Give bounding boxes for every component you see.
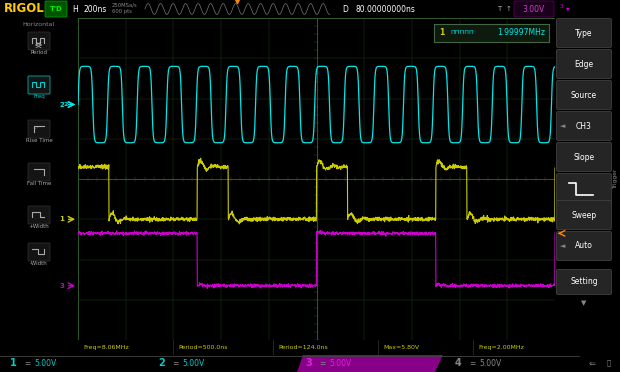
Text: RIGOL: RIGOL [4, 3, 45, 16]
Text: 5.00V: 5.00V [182, 359, 204, 368]
FancyBboxPatch shape [557, 173, 611, 202]
Text: ◄: ◄ [560, 123, 565, 129]
Text: Period: Period [30, 50, 48, 55]
Text: Source: Source [571, 90, 597, 99]
Text: =: = [24, 359, 30, 368]
FancyBboxPatch shape [557, 269, 611, 295]
FancyBboxPatch shape [557, 112, 611, 141]
Text: Freq=8.06MHz: Freq=8.06MHz [83, 345, 129, 350]
FancyBboxPatch shape [45, 1, 67, 17]
Text: 1: 1 [10, 358, 17, 368]
Text: Freq: Freq [33, 94, 45, 99]
Text: 3.00V: 3.00V [523, 4, 545, 13]
FancyBboxPatch shape [28, 163, 50, 181]
Text: ΠΠΠΠΠ: ΠΠΠΠΠ [450, 30, 474, 35]
Text: =: = [469, 359, 476, 368]
Text: Setting: Setting [570, 278, 598, 286]
Text: =: = [172, 359, 179, 368]
FancyBboxPatch shape [557, 142, 611, 171]
Text: CH3: CH3 [576, 122, 592, 131]
FancyBboxPatch shape [28, 243, 50, 261]
Text: 4: 4 [455, 358, 462, 368]
Text: Auto: Auto [575, 241, 593, 250]
Text: 5.00V: 5.00V [34, 359, 56, 368]
Text: Trigger: Trigger [614, 169, 619, 189]
Text: 2: 2 [64, 102, 68, 107]
Text: Slope: Slope [574, 153, 595, 161]
Text: ▼: ▼ [566, 6, 570, 12]
Text: 1: 1 [439, 28, 444, 37]
Text: 1: 1 [60, 216, 64, 222]
Text: H: H [72, 4, 78, 13]
Text: Fall Time: Fall Time [27, 181, 51, 186]
Text: 200ns: 200ns [84, 4, 107, 13]
Text: =: = [319, 359, 326, 368]
Text: Period=124.0ns: Period=124.0ns [278, 345, 328, 350]
FancyBboxPatch shape [28, 120, 50, 138]
Text: 80.00000000ns: 80.00000000ns [356, 4, 416, 13]
Text: Max=5.80V: Max=5.80V [383, 345, 419, 350]
Text: Edge: Edge [575, 60, 593, 68]
Text: 2: 2 [60, 102, 64, 108]
FancyBboxPatch shape [28, 76, 50, 94]
Text: ↑: ↑ [506, 6, 512, 12]
Text: +Width: +Width [29, 224, 50, 229]
Text: 600 pts: 600 pts [112, 10, 132, 15]
FancyBboxPatch shape [557, 231, 611, 260]
Text: 5.00V: 5.00V [479, 359, 501, 368]
FancyBboxPatch shape [28, 32, 50, 50]
Text: 1.99997MHz: 1.99997MHz [497, 28, 545, 37]
FancyBboxPatch shape [514, 1, 554, 17]
Text: D: D [342, 4, 348, 13]
Text: ◄: ◄ [560, 243, 565, 249]
Text: -Width: -Width [30, 261, 48, 266]
Text: 5.00V: 5.00V [329, 359, 352, 368]
Text: Sweep: Sweep [572, 211, 596, 219]
FancyBboxPatch shape [557, 201, 611, 230]
FancyBboxPatch shape [28, 206, 50, 224]
Text: ⇐: ⇐ [588, 358, 595, 367]
Text: ▼: ▼ [582, 300, 587, 306]
Text: Type: Type [575, 29, 593, 38]
Text: Horizontal: Horizontal [23, 22, 55, 27]
Text: 3: 3 [60, 283, 64, 289]
Polygon shape [297, 355, 443, 372]
Text: T: T [497, 6, 501, 12]
Text: Rise Time: Rise Time [25, 138, 52, 143]
Text: Period=500.0ns: Period=500.0ns [178, 345, 228, 350]
Text: 3: 3 [305, 358, 312, 368]
Text: T'D: T'D [50, 6, 63, 12]
FancyBboxPatch shape [557, 49, 611, 78]
Text: 🔊: 🔊 [607, 359, 611, 366]
Text: Freq=2.00MHz: Freq=2.00MHz [478, 345, 524, 350]
FancyBboxPatch shape [557, 19, 611, 48]
Text: 2: 2 [158, 358, 165, 368]
Text: 250MSa/s: 250MSa/s [112, 3, 138, 7]
Text: 3: 3 [560, 3, 564, 9]
FancyBboxPatch shape [557, 80, 611, 109]
